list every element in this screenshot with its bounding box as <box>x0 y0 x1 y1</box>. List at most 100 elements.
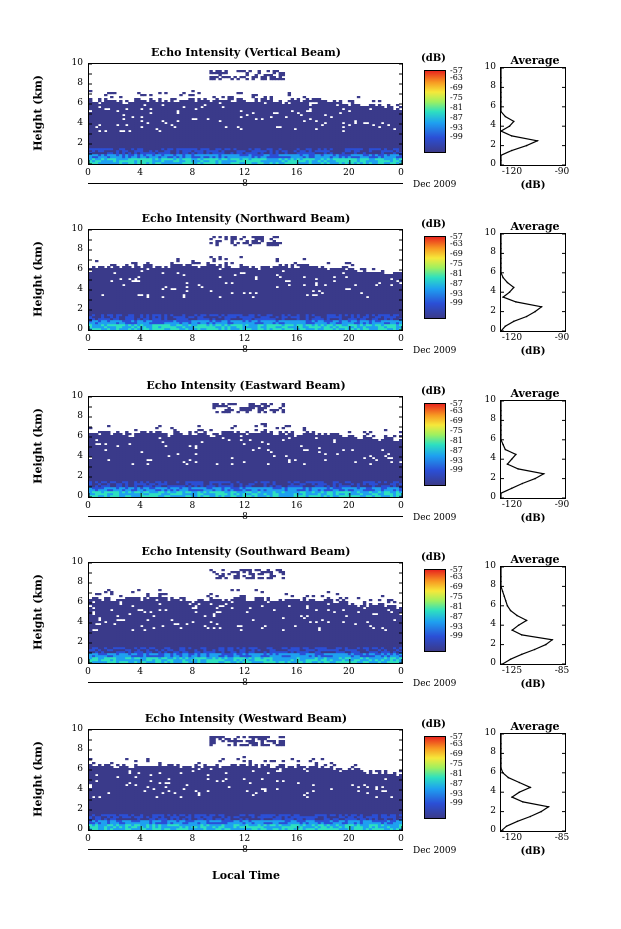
y-tick-label: 2 <box>77 471 83 481</box>
colorbar-tick-label: -75 <box>450 259 463 268</box>
date-axis-line <box>88 349 403 350</box>
colorbar <box>424 569 446 652</box>
average-profile-point <box>518 791 521 793</box>
colorbar-tick-label: -69 <box>450 249 463 258</box>
average-profile-point <box>533 648 536 651</box>
x-tick-label: 0 <box>398 501 404 511</box>
average-profile-line <box>500 734 551 832</box>
average-profile-point <box>500 580 502 583</box>
date-month-label: Dec 2009 <box>413 679 457 689</box>
average-y-tick-label: 2 <box>490 139 496 150</box>
average-profile-point <box>500 742 502 745</box>
average-profile-point <box>511 796 513 798</box>
y-tick-label: 8 <box>77 78 83 88</box>
average-x-tick-label: -85 <box>554 833 570 843</box>
average-profile-point <box>506 281 509 284</box>
x-tick-label: 0 <box>85 334 91 344</box>
y-axis-label: Height (km) <box>31 408 45 484</box>
x-tick-label: 12 <box>238 168 251 178</box>
colorbar-tick-label: -99 <box>450 465 463 474</box>
x-tick-label: 0 <box>85 834 91 844</box>
colorbar-tick-label: -81 <box>450 602 463 611</box>
colorbar-tick-label: -75 <box>450 592 463 601</box>
date-day-label: 8 <box>242 845 248 855</box>
y-axis-label: Height (km) <box>31 574 45 650</box>
panel-title: Echo Intensity (Southward Beam) <box>141 545 351 558</box>
colorbar <box>424 70 446 153</box>
y-axis-label: Height (km) <box>31 241 45 317</box>
average-profile-line <box>499 68 540 165</box>
average-x-tick-label: -120 <box>501 167 523 177</box>
heatmap-plot <box>88 562 403 664</box>
average-profile-point <box>534 310 536 313</box>
average-profile-point <box>529 786 532 789</box>
x-tick-label: 8 <box>189 667 196 677</box>
average-profile-point <box>545 643 547 646</box>
average-profile-point <box>500 767 502 769</box>
colorbar-tick-label: -93 <box>450 289 463 298</box>
average-profile-point <box>500 101 502 103</box>
date-month-label: Dec 2009 <box>413 180 457 190</box>
colorbar-tick-label: -57 <box>450 66 463 75</box>
average-unit: (dB) <box>520 180 546 191</box>
y-tick-label: 10 <box>71 724 83 734</box>
average-profile-point <box>500 76 502 79</box>
y-tick-label: 0 <box>77 324 83 334</box>
colorbar-tick-label: -99 <box>450 631 463 640</box>
average-profile-point <box>551 639 553 641</box>
colorbar-tick-label: -57 <box>450 732 463 741</box>
average-unit: (dB) <box>520 846 546 857</box>
average-profile-point <box>515 301 517 303</box>
x-tick-label: 0 <box>398 834 404 844</box>
x-tick-label: 20 <box>343 168 355 178</box>
colorbar-tick-label: -63 <box>450 406 463 415</box>
panel-title: Echo Intensity (Westward Beam) <box>144 712 348 725</box>
x-tick-label: 20 <box>343 834 355 844</box>
average-profile-point <box>525 144 528 147</box>
average-profile-point <box>500 257 502 260</box>
x-tick-label: 4 <box>137 168 144 178</box>
average-profile-plot <box>499 67 566 166</box>
average-profile-point <box>500 492 502 494</box>
average-profile-point <box>500 130 502 132</box>
average-profile-point <box>500 159 502 161</box>
average-x-tick-label: -90 <box>554 167 570 177</box>
average-profile-point <box>500 747 502 750</box>
average-profile-point <box>525 315 528 318</box>
colorbar-tick-label: -69 <box>450 416 463 425</box>
x-tick-label: 4 <box>137 501 144 511</box>
colorbar-tick-label: -87 <box>450 113 463 122</box>
average-profile-point <box>500 575 502 578</box>
average-unit: (dB) <box>520 679 546 690</box>
average-profile-point <box>515 453 517 456</box>
average-y-tick-label: 0 <box>490 658 496 668</box>
colorbar-tick-label: -81 <box>450 269 463 278</box>
date-axis-line <box>88 849 403 850</box>
average-y-tick-label: 0 <box>490 159 496 169</box>
y-tick-label: 6 <box>77 764 83 774</box>
colorbar-tick-label: -69 <box>450 83 463 92</box>
average-profile-plot <box>500 733 566 832</box>
average-title: Average <box>510 387 560 400</box>
average-title: Average <box>510 720 560 733</box>
x-tick-label: 8 <box>189 834 196 844</box>
average-y-tick-label: 2 <box>490 305 496 316</box>
x-tick-label: 8 <box>189 334 196 344</box>
y-tick-label: 4 <box>77 118 83 128</box>
average-profile-line <box>500 401 546 498</box>
average-profile-point <box>500 434 502 436</box>
average-profile-point <box>547 806 550 808</box>
average-profile-point <box>506 605 509 607</box>
average-y-tick-label: 4 <box>490 619 496 630</box>
x-tick-label: 20 <box>343 667 355 677</box>
average-y-tick-label: 10 <box>484 228 496 238</box>
average-profile-point <box>509 609 512 612</box>
average-profile-point <box>517 624 520 626</box>
average-profile-point <box>502 443 504 446</box>
average-profile-point <box>525 619 528 622</box>
average-x-tick-label: -90 <box>554 500 570 510</box>
y-tick-label: 8 <box>77 244 83 254</box>
average-profile-line <box>500 567 554 665</box>
average-profile-point <box>503 595 505 597</box>
colorbar-tick-label: -87 <box>450 779 463 788</box>
